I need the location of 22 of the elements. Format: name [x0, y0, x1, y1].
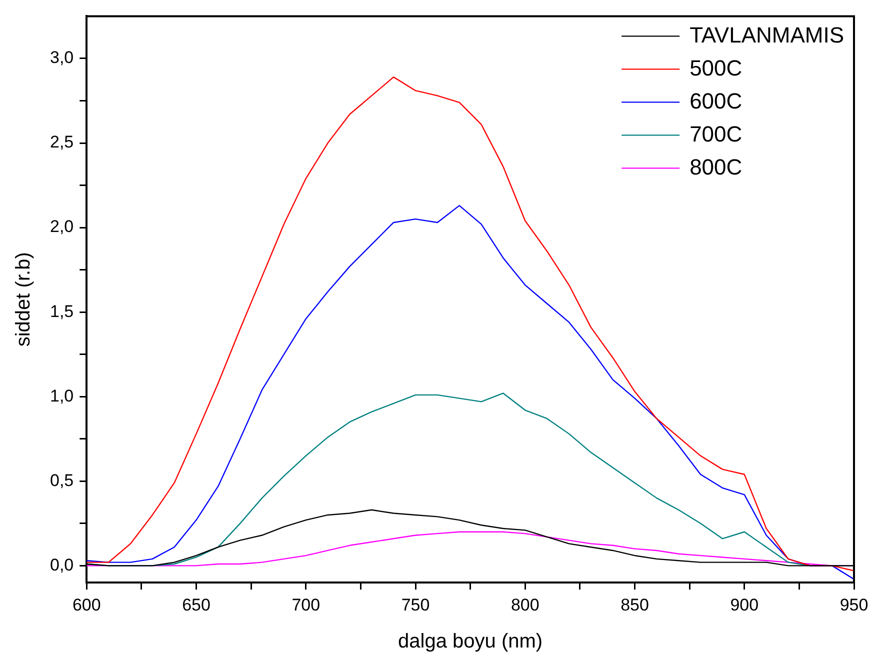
y-tick-label: 0,5	[50, 470, 74, 490]
x-tick-label: 650	[182, 595, 210, 614]
y-axis-title: siddet (r.b)	[12, 252, 35, 347]
y-tick-label: 1,0	[50, 386, 74, 406]
y-tick-label: 2,5	[50, 132, 74, 152]
legend-label: 800C	[690, 154, 742, 180]
x-tick-label: 600	[72, 595, 101, 614]
x-tick-label: 900	[730, 595, 759, 614]
x-tick-label: 750	[401, 595, 430, 614]
legend-label: 500C	[690, 55, 742, 80]
x-tick-label: 800	[510, 595, 540, 614]
x-axis-title: dalga boyu (nm)	[398, 630, 543, 653]
y-tick-label: 1,5	[50, 302, 74, 321]
x-tick-label: 950	[840, 595, 868, 614]
x-tick-label: 700	[292, 595, 320, 614]
y-tick-label: 0,0	[50, 555, 74, 574]
x-tick-label: 850	[620, 595, 649, 614]
legend-label: TAVLANMAMIS	[690, 22, 844, 48]
legend-label: 700C	[690, 121, 742, 146]
legend-label: 600C	[690, 88, 742, 114]
y-tick-label: 3,0	[50, 48, 74, 68]
y-tick-label: 2,0	[50, 217, 74, 236]
